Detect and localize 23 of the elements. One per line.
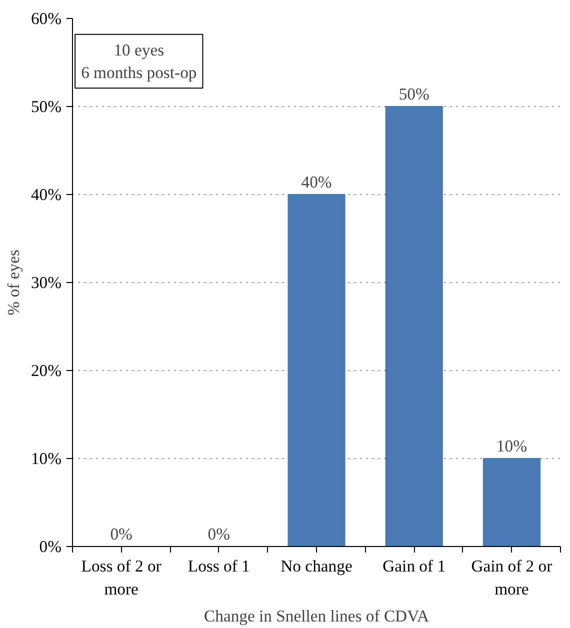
x-tick-label: Gain of 2 or more — [471, 556, 553, 598]
x-tick-label: Loss of 2 or more — [81, 556, 162, 598]
bar — [288, 194, 346, 546]
data-label: 10% — [496, 436, 528, 456]
annotation: 10 eyes 6 months post-op — [81, 40, 197, 82]
y-tick-label: 40% — [30, 185, 62, 204]
y-tick-label: 50% — [30, 97, 62, 116]
y-tick-label: 0% — [39, 537, 62, 556]
data-label: 50% — [398, 84, 430, 104]
bar — [385, 106, 443, 546]
y-tick-label: 10% — [30, 449, 62, 468]
x-tick-label: Loss of 1 — [188, 556, 250, 576]
x-axis-title: Change in Snellen lines of CDVA — [204, 606, 429, 626]
data-label: 40% — [301, 172, 332, 192]
y-tick-label: 30% — [30, 273, 62, 292]
y-axis-title: % of eyes — [4, 250, 23, 316]
data-label: 0% — [110, 524, 133, 544]
y-tick-label: 20% — [30, 361, 62, 380]
x-tick-label: No change — [280, 556, 352, 576]
data-label: 0% — [208, 524, 230, 544]
bar — [482, 458, 541, 546]
y-tick-label: 60% — [30, 9, 62, 28]
x-tick-label: Gain of 1 — [382, 556, 446, 576]
